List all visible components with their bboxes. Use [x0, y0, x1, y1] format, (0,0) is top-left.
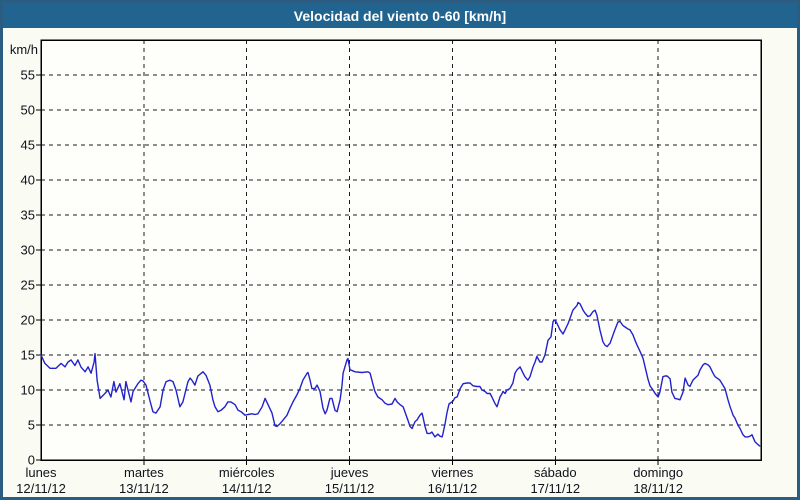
day-date-label: 14/11/12 — [222, 481, 272, 496]
day-date-label: 12/11/12 — [16, 481, 66, 496]
y-tick-label: 50 — [21, 103, 35, 118]
day-name-label: martes — [124, 465, 164, 480]
vertical-gridlines — [143, 40, 659, 460]
day-date-label: 16/11/12 — [428, 481, 478, 496]
y-axis-labels: 0 5 10 15 20 25 30 35 40 45 50 55 — [21, 68, 35, 468]
y-tick-label: 40 — [21, 173, 35, 188]
y-tick-label: 55 — [21, 68, 35, 83]
y-tick-label: 15 — [21, 348, 35, 363]
title-bar: Velocidad del viento 0-60 [km/h] — [3, 3, 797, 28]
day-name-label: viernes — [431, 465, 473, 480]
day-name-label: miércoles — [219, 465, 275, 480]
y-tick-label: 35 — [21, 208, 35, 223]
y-axis-unit-label: km/h — [10, 42, 38, 57]
day-name-label: domingo — [633, 465, 683, 480]
y-tick-label: 20 — [21, 313, 35, 328]
y-tick-label: 10 — [21, 383, 35, 398]
wind-speed-line — [40, 301, 761, 447]
y-tick-label: 25 — [21, 278, 35, 293]
day-date-label: 15/11/12 — [325, 481, 375, 496]
day-name-label: jueves — [330, 465, 369, 480]
axis-ticks — [36, 74, 659, 465]
day-name-label: lunes — [25, 465, 57, 480]
horizontal-gridlines — [41, 74, 761, 426]
y-tick-label: 0 — [28, 453, 35, 468]
y-tick-label: 5 — [28, 418, 35, 433]
y-tick-label: 30 — [21, 243, 35, 258]
day-date-label: 18/11/12 — [633, 481, 683, 496]
y-tick-label: 45 — [21, 138, 35, 153]
day-name-label: sábado — [534, 465, 577, 480]
day-date-label: 13/11/12 — [119, 481, 169, 496]
window-title: Velocidad del viento 0-60 [km/h] — [293, 7, 507, 24]
day-date-label: 17/11/12 — [530, 481, 580, 496]
